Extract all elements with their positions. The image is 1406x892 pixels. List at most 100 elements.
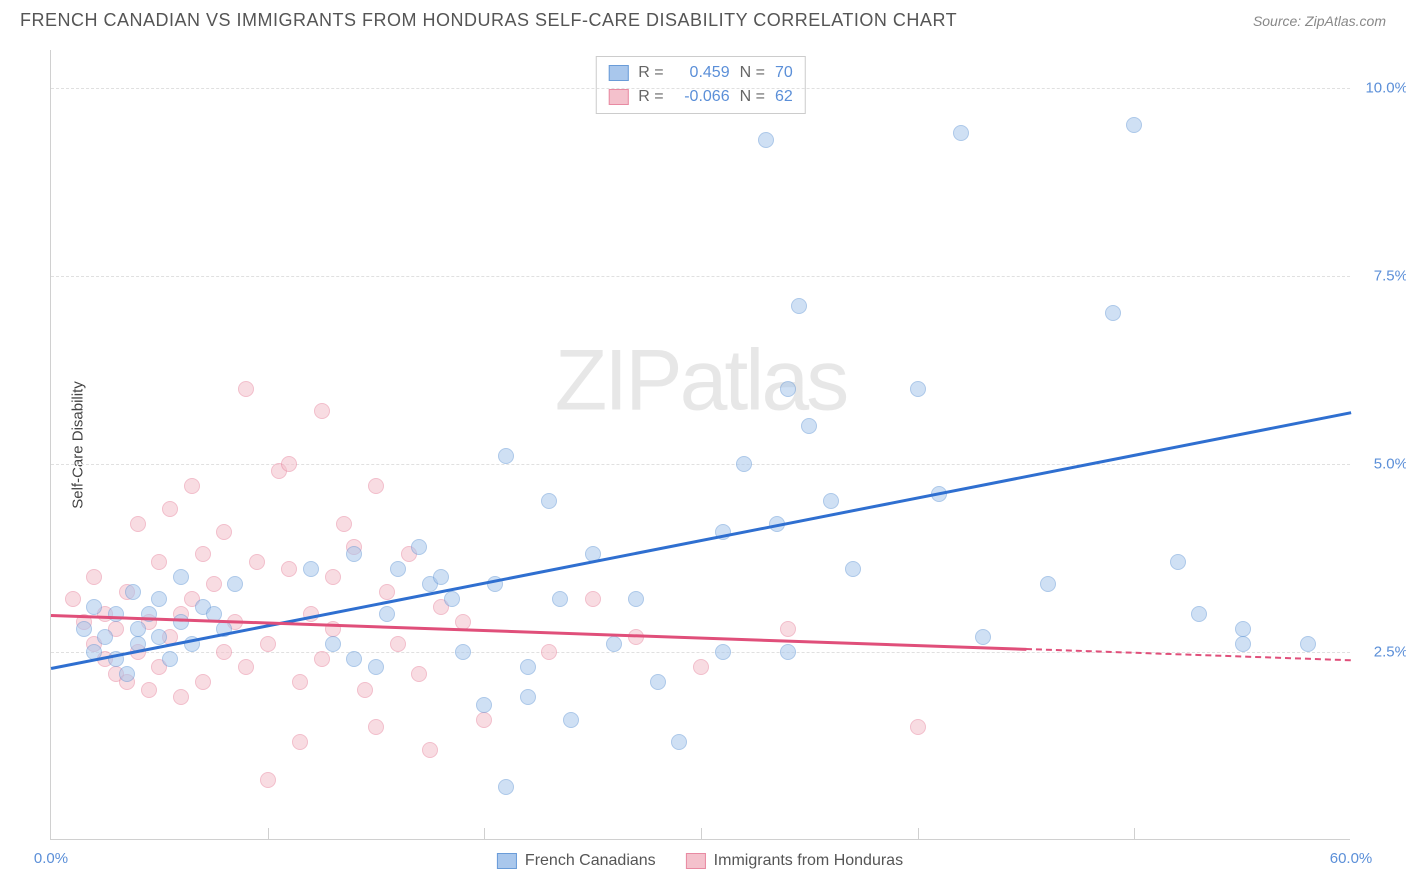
- data-point-pink: [357, 682, 373, 698]
- data-point-blue: [628, 591, 644, 607]
- data-point-blue: [758, 132, 774, 148]
- data-point-blue: [303, 561, 319, 577]
- data-point-blue: [455, 644, 471, 660]
- data-point-pink: [195, 674, 211, 690]
- data-point-blue: [411, 539, 427, 555]
- n-value-blue: 70: [775, 61, 793, 85]
- data-point-blue: [108, 606, 124, 622]
- legend-label-pink: Immigrants from Honduras: [714, 852, 903, 870]
- data-point-blue: [606, 636, 622, 652]
- data-point-pink: [249, 554, 265, 570]
- data-point-pink: [184, 478, 200, 494]
- data-point-pink: [693, 659, 709, 675]
- data-point-blue: [173, 614, 189, 630]
- data-point-blue: [444, 591, 460, 607]
- legend-label-blue: French Canadians: [525, 852, 656, 870]
- data-point-pink: [780, 621, 796, 637]
- data-point-pink: [368, 719, 384, 735]
- data-point-pink: [238, 381, 254, 397]
- swatch-blue-icon: [608, 65, 628, 81]
- data-point-blue: [346, 651, 362, 667]
- swatch-blue-icon: [497, 853, 517, 869]
- data-point-blue: [125, 584, 141, 600]
- data-point-blue: [476, 697, 492, 713]
- ytick-label: 2.5%: [1374, 643, 1406, 660]
- data-point-blue: [379, 606, 395, 622]
- data-point-blue: [1235, 621, 1251, 637]
- r-label: R =: [638, 61, 663, 85]
- data-point-pink: [206, 576, 222, 592]
- data-point-blue: [390, 561, 406, 577]
- data-point-blue: [552, 591, 568, 607]
- data-point-blue: [520, 689, 536, 705]
- data-point-blue: [520, 659, 536, 675]
- data-point-pink: [216, 524, 232, 540]
- data-point-pink: [130, 516, 146, 532]
- trendline-blue: [51, 411, 1351, 669]
- data-point-pink: [162, 501, 178, 517]
- scatter-chart: Self-Care Disability ZIPatlas R = 0.459 …: [50, 50, 1350, 840]
- gridline-horizontal: [51, 88, 1350, 89]
- legend-item-pink: Immigrants from Honduras: [686, 852, 903, 870]
- data-point-blue: [563, 712, 579, 728]
- ytick-label: 10.0%: [1365, 79, 1406, 96]
- r-value-blue: 0.459: [674, 61, 730, 85]
- data-point-pink: [314, 403, 330, 419]
- ytick-label: 5.0%: [1374, 455, 1406, 472]
- legend-stats: R = 0.459 N = 70 R = -0.066 N = 62: [595, 56, 805, 114]
- data-point-pink: [422, 742, 438, 758]
- data-point-blue: [650, 674, 666, 690]
- data-point-blue: [953, 125, 969, 141]
- data-point-pink: [314, 651, 330, 667]
- gridline-vertical: [484, 828, 485, 840]
- data-point-pink: [281, 561, 297, 577]
- data-point-blue: [1191, 606, 1207, 622]
- data-point-blue: [346, 546, 362, 562]
- data-point-blue: [780, 381, 796, 397]
- data-point-blue: [368, 659, 384, 675]
- data-point-blue: [1040, 576, 1056, 592]
- data-point-pink: [411, 666, 427, 682]
- data-point-blue: [671, 734, 687, 750]
- data-point-pink: [585, 591, 601, 607]
- data-point-blue: [325, 636, 341, 652]
- data-point-blue: [130, 621, 146, 637]
- data-point-blue: [910, 381, 926, 397]
- gridline-vertical: [701, 828, 702, 840]
- data-point-blue: [1300, 636, 1316, 652]
- data-point-pink: [65, 591, 81, 607]
- data-point-pink: [86, 569, 102, 585]
- data-point-pink: [336, 516, 352, 532]
- data-point-blue: [791, 298, 807, 314]
- data-point-pink: [390, 636, 406, 652]
- data-point-blue: [498, 448, 514, 464]
- gridline-vertical: [268, 828, 269, 840]
- xtick-label-min: 0.0%: [34, 850, 68, 867]
- data-point-blue: [86, 599, 102, 615]
- data-point-blue: [1105, 305, 1121, 321]
- data-point-pink: [292, 674, 308, 690]
- data-point-blue: [1235, 636, 1251, 652]
- xtick-label-max: 60.0%: [1330, 850, 1373, 867]
- data-point-pink: [173, 689, 189, 705]
- gridline-horizontal: [51, 464, 1350, 465]
- data-point-blue: [541, 493, 557, 509]
- chart-header: FRENCH CANADIAN VS IMMIGRANTS FROM HONDU…: [0, 0, 1406, 39]
- source-attribution: Source: ZipAtlas.com: [1253, 13, 1386, 29]
- data-point-pink: [325, 569, 341, 585]
- data-point-pink: [195, 546, 211, 562]
- data-point-blue: [97, 629, 113, 645]
- data-point-blue: [162, 651, 178, 667]
- data-point-pink: [292, 734, 308, 750]
- gridline-vertical: [918, 828, 919, 840]
- data-point-blue: [498, 779, 514, 795]
- legend-series: French Canadians Immigrants from Hondura…: [497, 852, 903, 870]
- data-point-pink: [368, 478, 384, 494]
- data-point-blue: [975, 629, 991, 645]
- data-point-blue: [1170, 554, 1186, 570]
- data-point-blue: [715, 644, 731, 660]
- data-point-pink: [910, 719, 926, 735]
- swatch-pink-icon: [686, 853, 706, 869]
- data-point-blue: [151, 591, 167, 607]
- swatch-pink-icon: [608, 89, 628, 105]
